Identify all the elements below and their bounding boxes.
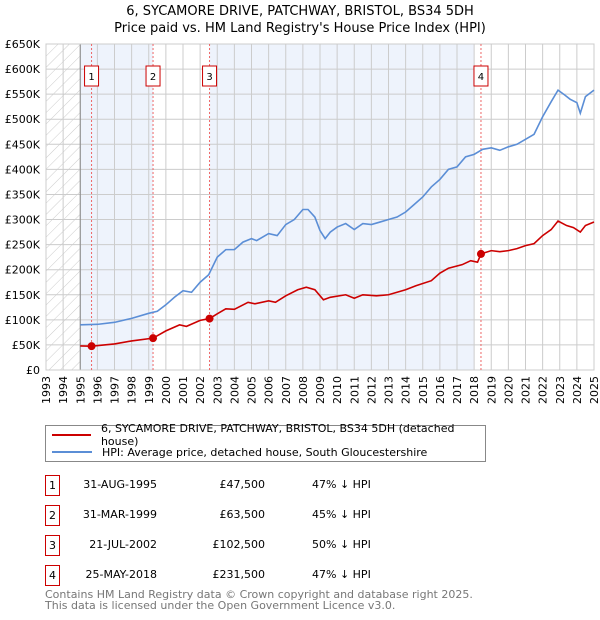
x-tick-label: 2013 xyxy=(383,376,396,404)
y-tick-label: £150K xyxy=(5,289,41,302)
sale-marker-box xyxy=(84,65,100,87)
x-tick-label: 2014 xyxy=(400,376,413,404)
sale-point xyxy=(476,249,485,258)
legend-blue-line xyxy=(52,451,92,453)
x-tick-label: 2024 xyxy=(571,376,584,404)
y-tick-label: £500K xyxy=(5,113,41,126)
x-tick-label: 2011 xyxy=(348,376,361,404)
plot-border xyxy=(45,43,595,371)
sale-number: 4 xyxy=(45,565,60,586)
x-tick-label: 1998 xyxy=(126,376,139,404)
y-tick-label: £350K xyxy=(5,188,41,201)
x-tick-label: 2004 xyxy=(228,376,241,404)
x-tick-label: 2025 xyxy=(588,376,600,404)
chart-plot: 1993 1994 1995 1996 1997 1998 1999 2000 2001 2002… xyxy=(5,38,600,404)
footer-line-2: This data is licensed under the Open Gov… xyxy=(45,599,396,612)
x-tick-label: 1997 xyxy=(109,376,122,404)
x-tick-label: 2012 xyxy=(365,376,378,404)
sale-date: 31-MAR-1999 xyxy=(82,508,157,521)
x-tick-label: 2009 xyxy=(314,376,327,404)
sale-number: 2 xyxy=(45,505,60,526)
x-tick-label: 2019 xyxy=(485,376,498,404)
legend-blue-label: HPI: Average price, detached house, Sout… xyxy=(102,445,428,459)
sale-price: £47,500 xyxy=(219,478,266,491)
x-tick-label: 2017 xyxy=(451,376,464,404)
x-tick-label: 1994 xyxy=(57,376,70,404)
sale-marker-number: 4 xyxy=(478,72,484,83)
x-tick-label: 2003 xyxy=(211,376,224,404)
x-tick-label: 1996 xyxy=(91,376,104,404)
sale-point xyxy=(205,314,214,323)
y-tick-label: £600K xyxy=(5,63,41,76)
sale-marker-box xyxy=(145,65,161,87)
shaded-band xyxy=(209,44,475,370)
x-tick-label: 2001 xyxy=(177,376,190,404)
sale-date: 21-JUL-2002 xyxy=(89,538,157,551)
y-tick-label: £0 xyxy=(26,364,40,377)
footer-line-1: Contains HM Land Registry data © Crown c… xyxy=(45,588,473,601)
sale-hpi-diff: 47% ↓ HPI xyxy=(312,478,371,491)
sale-marker-box xyxy=(202,65,218,87)
sale-hpi-diff: 50% ↓ HPI xyxy=(312,538,371,551)
x-tick-label: 2010 xyxy=(331,376,344,404)
x-tick-label: 2000 xyxy=(160,376,173,404)
x-tick-label: 1995 xyxy=(74,376,87,404)
footer: Contains HM Land Registry data © Crown c… xyxy=(45,589,473,611)
y-tick-label: £400K xyxy=(5,163,41,176)
y-tick-label: £200K xyxy=(5,264,41,277)
y-tick-label: £450K xyxy=(5,138,41,151)
x-tick-label: 1999 xyxy=(143,376,156,404)
legend: 6, SYCAMORE DRIVE, PATCHWAY, BRISTOL, BS… xyxy=(45,422,486,462)
x-tick-label: 2002 xyxy=(194,376,207,404)
y-tick-label: £550K xyxy=(5,88,41,101)
x-tick-label: 2023 xyxy=(554,376,567,404)
sale-price: £231,500 xyxy=(212,568,266,581)
y-tick-label: £650K xyxy=(5,38,41,51)
sale-marker-box xyxy=(473,65,489,87)
sale-point xyxy=(149,334,158,343)
y-tick-label: £300K xyxy=(5,214,41,227)
x-tick-label: 1993 xyxy=(40,376,53,404)
sale-marker-number: 2 xyxy=(150,72,156,83)
sale-date: 25-MAY-2018 xyxy=(85,568,157,581)
y-tick-label: £100K xyxy=(5,314,41,327)
legend-red-line xyxy=(52,434,91,436)
legend-red-label: 6, SYCAMORE DRIVE, PATCHWAY, BRISTOL, BS… xyxy=(100,422,455,448)
price-paid-line xyxy=(80,220,595,347)
x-tick-label: 2022 xyxy=(537,376,550,404)
x-tick-label: 2016 xyxy=(434,376,447,404)
chart-subtitle: Price paid vs. HM Land Registry's House … xyxy=(114,21,486,36)
sale-point xyxy=(87,342,96,351)
sale-hpi-diff: 45% ↓ HPI xyxy=(312,508,371,521)
sale-marker-number: 1 xyxy=(88,72,94,83)
sale-marker-number: 3 xyxy=(206,72,212,83)
x-tick-label: 2006 xyxy=(263,376,276,404)
x-tick-label: 2007 xyxy=(280,376,293,404)
x-tick-label: 2020 xyxy=(502,376,515,404)
sale-price: £102,500 xyxy=(212,538,266,551)
x-tick-label: 2005 xyxy=(246,376,259,404)
hpi-line xyxy=(80,88,595,326)
x-tick-label: 2021 xyxy=(520,376,533,404)
x-tick-label: 2015 xyxy=(417,376,430,404)
y-tick-label: £50K xyxy=(12,339,41,352)
x-tick-label: 2008 xyxy=(297,376,310,404)
sale-date: 31-AUG-1995 xyxy=(83,478,157,491)
sale-number: 1 xyxy=(45,475,60,496)
y-tick-label: £250K xyxy=(5,239,41,252)
sale-hpi-diff: 47% ↓ HPI xyxy=(312,568,371,581)
x-tick-label: 2018 xyxy=(468,376,481,404)
sale-price: £63,500 xyxy=(219,508,266,521)
sale-number: 3 xyxy=(45,535,60,556)
chart-title: 6, SYCAMORE DRIVE, PATCHWAY, BRISTOL, BS… xyxy=(126,4,474,19)
